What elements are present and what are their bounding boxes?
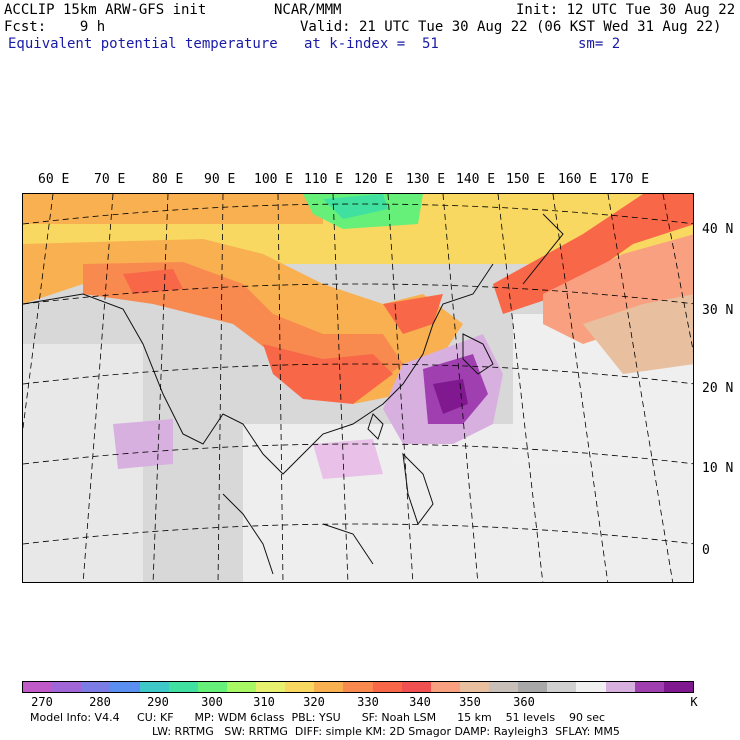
init-time: Init: 12 UTC Tue 30 Aug 22	[516, 2, 736, 18]
footer-model-info: Model Info: V4.4 CU: KF MP: WDM 6class P…	[30, 711, 606, 724]
colorbar-tick-label: 300	[201, 695, 223, 709]
model-title: ACCLIP 15km ARW-GFS init	[4, 2, 207, 18]
latitude-label: 0	[702, 543, 710, 558]
level-label: at k-index = 51	[304, 36, 439, 52]
colorbar-cell	[110, 682, 140, 692]
colorbar-cell	[518, 682, 548, 692]
colorbar-cell	[139, 682, 169, 692]
longitude-label: 120 E	[354, 172, 394, 187]
colorbar-tick-label: 330	[357, 695, 379, 709]
longitude-label: 160 E	[558, 172, 598, 187]
latitude-label: 40 N	[702, 222, 734, 237]
colorbar-cell	[226, 682, 256, 692]
colorbar-cell	[489, 682, 519, 692]
colorbar-tick-label: 280	[89, 695, 111, 709]
colorbar-cell	[547, 682, 577, 692]
forecast-hour: Fcst: 9 h	[4, 19, 106, 35]
colorbar-cell	[256, 682, 286, 692]
colorbar-cell	[663, 682, 693, 692]
colorbar-tick-label: 340	[409, 695, 431, 709]
colorbar-cell	[576, 682, 606, 692]
map-panel	[22, 193, 694, 583]
colorbar-cell	[314, 682, 344, 692]
longitude-label: 70 E	[94, 172, 126, 187]
longitude-label: 90 E	[204, 172, 236, 187]
latitude-label: 30 N	[702, 303, 734, 318]
colorbar-unit: K	[690, 695, 698, 709]
colorbar-cell	[81, 682, 111, 692]
colorbar-cell	[285, 682, 315, 692]
colorbar-cell	[52, 682, 82, 692]
longitude-label: 140 E	[456, 172, 496, 187]
colorbar	[22, 681, 694, 693]
colorbar-cell	[197, 682, 227, 692]
colorbar-cell	[372, 682, 402, 692]
latitude-label: 10 N	[702, 461, 734, 476]
longitude-label: 110 E	[304, 172, 344, 187]
colorbar-cell	[23, 682, 53, 692]
colorbar-cell	[634, 682, 664, 692]
longitude-label: 170 E	[610, 172, 650, 187]
colorbar-cell	[401, 682, 431, 692]
colorbar-tick-label: 310	[253, 695, 275, 709]
field-name: Equivalent potential temperature	[8, 36, 278, 52]
colorbar-cell	[168, 682, 198, 692]
latitude-label: 20 N	[702, 381, 734, 396]
footer-physics-info: LW: RRTMG SW: RRTMG DIFF: simple KM: 2D …	[152, 725, 620, 738]
org-label: NCAR/MMM	[274, 2, 342, 18]
colorbar-tick-label: 350	[459, 695, 481, 709]
colorbar-cell	[605, 682, 635, 692]
map-image	[23, 194, 693, 582]
longitude-label: 60 E	[38, 172, 70, 187]
colorbar-tick-label: 270	[31, 695, 53, 709]
longitude-label: 80 E	[152, 172, 184, 187]
colorbar-tick-label: 290	[147, 695, 169, 709]
colorbar-cell	[343, 682, 373, 692]
colorbar-cell	[430, 682, 460, 692]
colorbar-tick-label: 320	[303, 695, 325, 709]
colorbar-cell	[459, 682, 489, 692]
longitude-label: 150 E	[506, 172, 546, 187]
colorbar-tick-label: 360	[513, 695, 535, 709]
longitude-label: 100 E	[254, 172, 294, 187]
valid-time: Valid: 21 UTC Tue 30 Aug 22 (06 KST Wed …	[300, 19, 722, 35]
longitude-label: 130 E	[406, 172, 446, 187]
smoothing-label: sm= 2	[578, 36, 621, 52]
